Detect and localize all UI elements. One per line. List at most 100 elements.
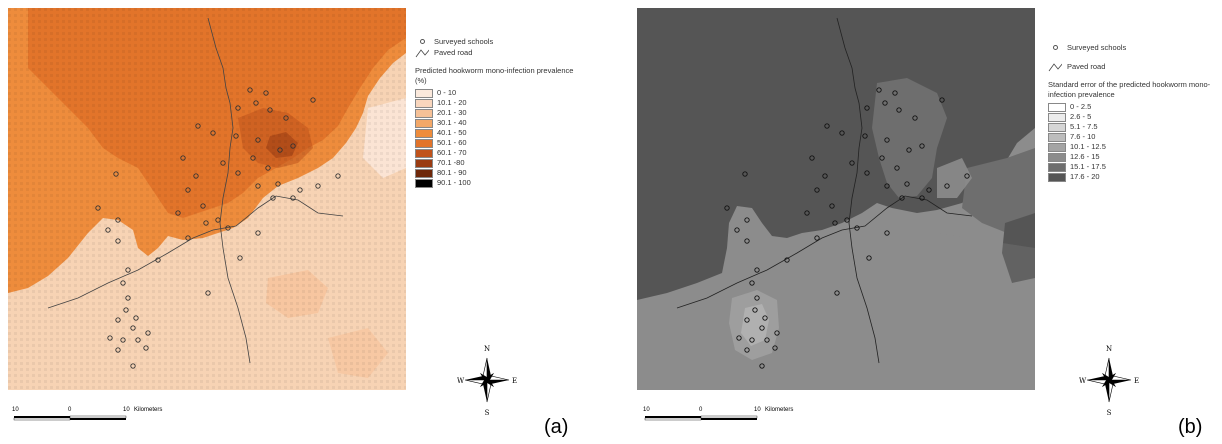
legend-class-row: 90.1 - 100	[415, 178, 605, 188]
region-7-6-10	[741, 304, 769, 346]
legend-class-row: 60.1 - 70	[415, 148, 605, 158]
scale-mid: 0	[68, 407, 72, 413]
scale-bar: 10 0 10 Kilometers	[12, 407, 162, 421]
legend-classes: 0 - 2.5 2.6 - 5 5.1 - 7.5 7.6 - 10 10.1 - 12…	[1048, 102, 1222, 182]
legend-title: Standard error of the predicted hookworm…	[1048, 80, 1211, 99]
legend-class-label: 2.6 - 5	[1070, 112, 1092, 121]
surveyed-schools	[95, 87, 341, 369]
legend-road: Paved road	[415, 47, 605, 58]
scale-unit: Kilometers	[134, 407, 162, 413]
legend-swatch	[1048, 122, 1066, 132]
panel-b: Surveyed schools Paved road Standard err…	[611, 0, 1222, 444]
prevalence-map	[8, 8, 406, 390]
scale-right: 10	[123, 407, 130, 413]
legend-class-row: 12.6 - 15	[1048, 152, 1222, 162]
legend-class-row: 50.1 - 60	[415, 138, 605, 148]
school-marker-icon	[419, 39, 425, 44]
legend-swatch	[415, 98, 433, 108]
legend-class-row: 10.1 - 12.5	[1048, 142, 1222, 152]
compass-e: E	[1134, 377, 1139, 385]
paved-road-ns	[207, 17, 251, 364]
legend-swatch	[1048, 102, 1066, 112]
legend-swatch	[415, 138, 433, 148]
standard-error-map	[637, 8, 1035, 390]
legend-classes: 0 - 10 10.1 - 20 20.1 - 30 30.1 - 40 40.1 - …	[415, 88, 605, 188]
legend-swatch	[1048, 112, 1066, 122]
legend-swatch	[1048, 132, 1066, 142]
legend-road-label: Paved road	[434, 47, 473, 57]
legend-schools-label: Surveyed schools	[434, 36, 494, 46]
region-17-6-20-se	[1002, 213, 1035, 283]
legend-swatch	[1048, 142, 1066, 152]
compass-s: S	[485, 409, 490, 416]
legend-swatch	[415, 148, 433, 158]
scale-mid: 0	[699, 407, 703, 413]
legend: Surveyed schools Paved road Standard err…	[1048, 42, 1222, 182]
legend-class-label: 90.1 - 100	[437, 178, 471, 187]
paved-road-ew	[47, 195, 344, 309]
scale-right: 10	[754, 407, 761, 413]
legend-swatch	[415, 88, 433, 98]
road-line-icon	[1048, 62, 1062, 71]
legend-schools: Surveyed schools	[415, 36, 605, 47]
legend-class-label: 10.1 - 20	[437, 98, 467, 107]
legend-road-label: Paved road	[1067, 61, 1106, 71]
legend-class-label: 15.1 - 17.5	[1070, 162, 1106, 171]
legend-class-row: 30.1 - 40	[415, 118, 605, 128]
compass-n: N	[484, 345, 490, 353]
legend-class-row: 70.1 -80	[415, 158, 605, 168]
panel-label-b: (b)	[1178, 416, 1203, 438]
legend-class-label: 7.6 - 10	[1070, 132, 1096, 141]
legend-class-label: 17.6 - 20	[1070, 172, 1100, 181]
legend-class-row: 20.1 - 30	[415, 108, 605, 118]
legend-class-row: 7.6 - 10	[1048, 132, 1222, 142]
legend-class-label: 5.1 - 7.5	[1070, 122, 1098, 131]
paved-road-ns	[836, 17, 880, 364]
panel-label-a: (a)	[544, 416, 569, 438]
panel-a: Surveyed schools Paved road Predicted ho…	[8, 8, 605, 438]
scale-bar: 10 0 10 Kilometers	[643, 407, 793, 421]
legend-schools-label: Surveyed schools	[1067, 42, 1127, 52]
legend-class-label: 50.1 - 60	[437, 138, 467, 147]
legend-class-label: 30.1 - 40	[437, 118, 467, 127]
legend-schools: Surveyed schools	[1048, 42, 1222, 53]
legend-class-label: 10.1 - 12.5	[1070, 142, 1106, 151]
region-12-6-15-south	[637, 233, 1035, 390]
region-15-1-17-5-east	[962, 148, 1035, 233]
legend-swatch	[415, 178, 433, 188]
legend-swatch	[415, 158, 433, 168]
legend-class-label: 0 - 2.5	[1070, 102, 1092, 111]
legend-swatch	[415, 168, 433, 178]
scale-left: 10	[643, 407, 650, 413]
school-marker-icon	[1052, 45, 1058, 50]
legend: Surveyed schools Paved road Predicted ho…	[415, 36, 605, 188]
legend-class-row: 0 - 10	[415, 88, 605, 98]
legend-title: Predicted hookworm mono-infection preval…	[415, 66, 574, 85]
legend-class-label: 40.1 - 50	[437, 128, 467, 137]
legend-swatch	[1048, 172, 1066, 182]
compass-e: E	[512, 377, 517, 385]
surveyed-schools	[724, 87, 970, 369]
legend-class-label: 20.1 - 30	[437, 108, 467, 117]
legend-swatch	[1048, 152, 1066, 162]
legend-class-row: 80.1 - 90	[415, 168, 605, 178]
legend-swatch	[415, 118, 433, 128]
north-arrow-icon: N S W E	[1079, 345, 1139, 416]
legend-road: Paved road	[1048, 61, 1222, 72]
legend-swatch	[415, 128, 433, 138]
region-15-1-17-5	[872, 78, 947, 198]
legend-class-row: 15.1 - 17.5	[1048, 162, 1222, 172]
legend-class-row: 0 - 2.5	[1048, 102, 1222, 112]
legend-class-row: 40.1 - 50	[415, 128, 605, 138]
legend-swatch	[1048, 162, 1066, 172]
paved-road-ew	[676, 195, 973, 309]
region-17-6-20	[637, 8, 1035, 300]
legend-swatch	[415, 108, 433, 118]
legend-class-row: 5.1 - 7.5	[1048, 122, 1222, 132]
legend-class-label: 60.1 - 70	[437, 148, 467, 157]
compass-w: W	[1079, 377, 1087, 385]
north-arrow-icon: N S W E	[457, 345, 517, 416]
scale-left: 10	[12, 407, 19, 413]
legend-class-row: 10.1 - 20	[415, 98, 605, 108]
legend-class-row: 2.6 - 5	[1048, 112, 1222, 122]
